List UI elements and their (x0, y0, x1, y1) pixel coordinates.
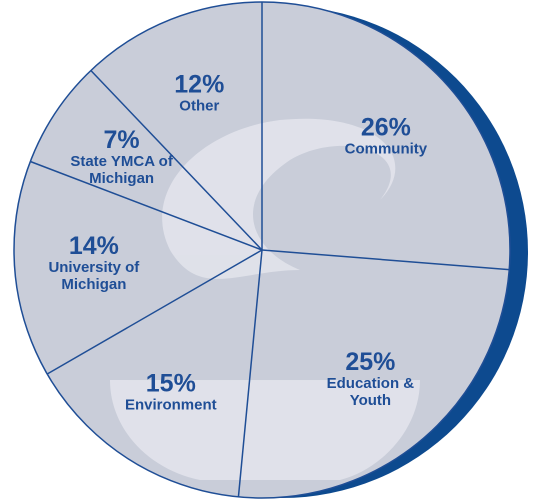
value-label: 14% (39, 233, 149, 259)
slice-label: 15%Environment (116, 370, 226, 413)
slice-label: 14%University of Michigan (39, 233, 149, 293)
category-label: University of Michigan (39, 259, 149, 293)
slice-label: 26%Community (331, 114, 441, 157)
value-label: 7% (62, 127, 182, 153)
slice-label: 25%Education & Youth (315, 349, 425, 409)
value-label: 25% (315, 349, 425, 375)
category-label: Community (331, 140, 441, 157)
value-label: 26% (331, 114, 441, 140)
value-label: 12% (144, 72, 254, 98)
slice-label: 7%State YMCA of Michigan (62, 127, 182, 187)
category-label: Education & Youth (315, 375, 425, 409)
category-label: State YMCA of Michigan (62, 153, 182, 187)
value-label: 15% (116, 370, 226, 396)
chart: 26%Community 25%Education & Youth 15%Envir… (0, 0, 536, 500)
category-label: Environment (116, 396, 226, 413)
category-label: Other (144, 98, 254, 115)
slice-label: 12%Other (144, 72, 254, 115)
